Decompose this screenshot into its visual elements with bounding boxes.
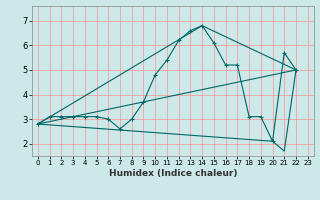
X-axis label: Humidex (Indice chaleur): Humidex (Indice chaleur) <box>108 169 237 178</box>
